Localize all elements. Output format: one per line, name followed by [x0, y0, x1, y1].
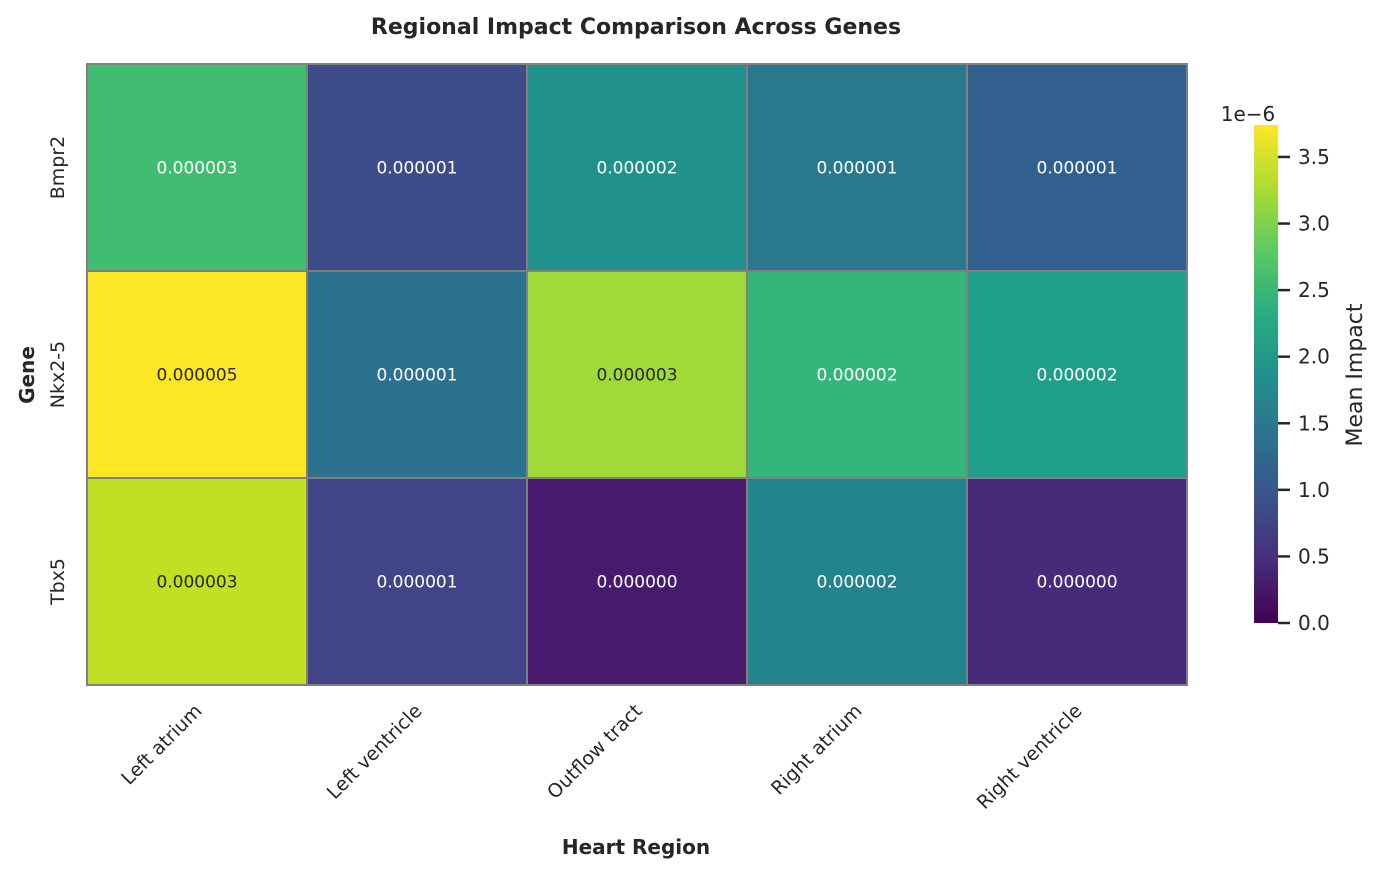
- heatmap-cell: [746, 477, 968, 686]
- colorbar-tick-label: 1.0: [1298, 478, 1330, 502]
- heatmap-cell: [86, 63, 308, 272]
- colorbar-tick-label: 0.0: [1298, 611, 1330, 635]
- x-tick-label: Right atrium: [767, 700, 867, 800]
- x-tick-labels: Left atrium Left ventricle Outflow tract Ri…: [117, 700, 1086, 814]
- x-axis-label: Heart Region: [562, 835, 710, 859]
- colorbar-label: Mean Impact: [1343, 303, 1368, 446]
- cell-annotation: 0.000003: [156, 573, 237, 593]
- heatmap-cell: [966, 63, 1188, 272]
- colorbar-tick-label: 1.5: [1298, 411, 1330, 435]
- heatmap-cell: [966, 270, 1188, 479]
- cell-annotation: 0.000000: [596, 573, 677, 593]
- y-tick-label: Bmpr2: [47, 136, 69, 200]
- colorbar-tick-label: 2.5: [1298, 278, 1330, 302]
- cell-annotation: 0.000001: [816, 159, 897, 179]
- heatmap-cell: [306, 63, 528, 272]
- heatmap-cell: [526, 63, 748, 272]
- cell-annotation: 0.000001: [1036, 159, 1117, 179]
- x-tick-label: Left ventricle: [323, 700, 427, 804]
- cell-annotation: 0.000001: [376, 159, 457, 179]
- y-tick-label: Tbx5: [47, 558, 69, 606]
- cell-annotation: 0.000002: [816, 573, 897, 593]
- heatmap-cells: 0.000003 0.000001 0.000002 0.000001 0.000001…: [86, 63, 1188, 686]
- colorbar-tick-label: 3.0: [1298, 212, 1330, 236]
- colorbar-ticks: 0.0 0.5 1.0 1.5 2.0 2.5 3.0 3.5: [1278, 145, 1330, 635]
- colorbar-tick-label: 3.5: [1298, 145, 1330, 169]
- heatmap-cell: [966, 477, 1188, 686]
- cell-annotation: 0.000003: [596, 366, 677, 386]
- cell-annotation: 0.000003: [156, 159, 237, 179]
- y-tick-label: Nkx2-5: [47, 341, 69, 409]
- cell-annotation: 0.000001: [376, 366, 457, 386]
- colorbar-offset-text: 1e−6: [1221, 102, 1276, 126]
- cell-annotation: 0.000002: [816, 366, 897, 386]
- chart-title: Regional Impact Comparison Across Genes: [371, 15, 901, 40]
- heatmap-cell: [86, 270, 308, 479]
- heatmap-cell: [746, 63, 968, 272]
- cell-annotation: 0.000002: [1036, 366, 1117, 386]
- x-tick-label: Outflow tract: [543, 700, 647, 804]
- colorbar-tick-label: 2.0: [1298, 345, 1330, 369]
- x-tick-label: Right ventricle: [973, 700, 1087, 814]
- y-tick-labels: Bmpr2 Nkx2-5 Tbx5: [47, 136, 69, 606]
- cell-annotation: 0.000005: [156, 366, 237, 386]
- cell-annotation: 0.000001: [376, 573, 457, 593]
- heatmap-cell: [526, 270, 748, 479]
- y-axis-label: Gene: [15, 346, 39, 404]
- colorbar-tick-label: 0.5: [1298, 544, 1330, 568]
- colorbar: [1254, 125, 1278, 623]
- x-tick-label: Left atrium: [117, 700, 206, 789]
- heatmap-cell: [526, 477, 748, 686]
- heatmap-cell: [306, 477, 528, 686]
- cell-annotation: 0.000002: [596, 159, 677, 179]
- cell-annotation: 0.000000: [1036, 573, 1117, 593]
